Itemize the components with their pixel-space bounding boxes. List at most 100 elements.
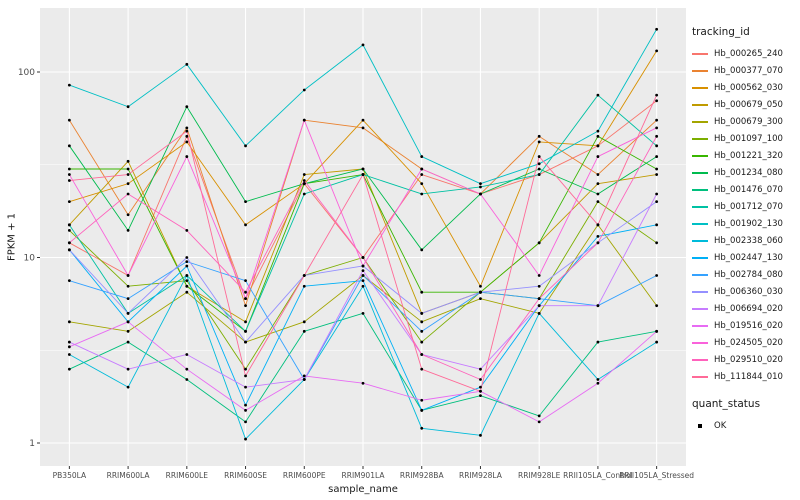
data-point (479, 284, 482, 288)
data-point (596, 129, 600, 133)
data-point (244, 367, 247, 371)
data-point (185, 290, 189, 294)
data-point (537, 167, 541, 171)
data-point (185, 260, 189, 264)
data-point (479, 367, 482, 371)
data-point (537, 162, 541, 166)
data-point (67, 179, 71, 182)
data-point (596, 93, 600, 97)
data-point (126, 213, 130, 217)
legend-entry-label: Hb_002784_080 (714, 269, 783, 280)
legend-entry: Hb_000265_240 (692, 45, 783, 62)
data-point (655, 340, 659, 344)
data-point (67, 83, 71, 87)
data-point (67, 279, 71, 283)
data-point (67, 340, 71, 344)
data-point (126, 297, 130, 301)
legend-entry: Hb_001902_130 (692, 215, 783, 232)
data-point (244, 403, 247, 407)
data-point (479, 378, 482, 381)
legend-entry: Hb_001476_070 (692, 181, 783, 198)
data-point (126, 340, 130, 344)
data-point (655, 192, 659, 196)
data-point (244, 408, 247, 412)
legend-entry: Hb_029510_020 (692, 351, 783, 368)
legend-key-line (692, 324, 708, 327)
data-point (244, 290, 247, 294)
legend-key-line (692, 69, 708, 72)
data-point (67, 320, 71, 324)
data-point (537, 311, 541, 315)
data-point (537, 155, 541, 158)
data-point (537, 274, 541, 277)
legend-entry-label: Hb_000265_240 (714, 48, 783, 59)
data-point (302, 378, 306, 381)
data-point (655, 144, 659, 148)
data-point (126, 311, 130, 315)
data-point (302, 182, 306, 186)
data-point (302, 88, 306, 92)
data-point (479, 433, 482, 437)
data-point (244, 374, 247, 378)
data-point (420, 320, 424, 324)
data-point (596, 381, 600, 385)
legend-key-line (692, 137, 708, 140)
data-point (655, 304, 659, 308)
data-point (420, 353, 424, 356)
legend-entry-label: Hb_002338_060 (714, 235, 783, 246)
data-point (244, 279, 247, 283)
data-point (420, 426, 424, 430)
data-point (420, 329, 424, 333)
data-point (537, 241, 541, 245)
data-point (302, 179, 306, 182)
data-point (126, 105, 130, 109)
data-point (126, 385, 130, 389)
data-point (361, 381, 365, 385)
x-tick-label: RRIM928BA (400, 471, 445, 480)
data-point (361, 167, 365, 171)
data-point (655, 274, 659, 277)
data-point (185, 62, 189, 66)
data-point (126, 228, 130, 232)
data-point (420, 173, 424, 176)
data-point (126, 320, 130, 324)
legend-key-line (692, 290, 708, 293)
data-point (655, 155, 659, 158)
data-point (596, 304, 600, 308)
data-point (596, 340, 600, 344)
data-point (655, 223, 659, 227)
data-point (420, 192, 424, 196)
data-point (126, 329, 130, 333)
x-tick-label: RRII105LA_Control (563, 471, 633, 480)
legend-key-line (692, 256, 708, 259)
data-point (420, 398, 424, 402)
data-point (420, 367, 424, 371)
data-point (537, 173, 541, 176)
legend-key-line (692, 358, 708, 361)
data-point (302, 374, 306, 378)
legend-entry: Hb_002338_060 (692, 232, 783, 249)
data-point (361, 269, 365, 272)
data-point (420, 167, 424, 171)
data-point (596, 200, 600, 204)
data-point (185, 140, 189, 144)
data-point (302, 284, 306, 288)
legend-key-line (692, 375, 708, 378)
data-point (361, 274, 365, 277)
data-point (361, 264, 365, 268)
legend-entry-label: Hb_000679_050 (714, 99, 783, 110)
data-point (185, 105, 189, 109)
data-point (244, 320, 247, 324)
legend-entry: Hb_000377_070 (692, 62, 783, 79)
data-point (244, 304, 247, 308)
legend-entries: Hb_000265_240 Hb_000377_070 Hb_000562_030 H… (692, 45, 783, 385)
x-tick-label: RRIM600LA (107, 471, 151, 480)
data-point (361, 284, 365, 288)
x-tick-label: PB350LA (53, 471, 87, 480)
data-point (655, 126, 659, 130)
legend-entry-label: Hb_019516_020 (714, 320, 783, 331)
data-point (361, 279, 365, 283)
data-point (67, 118, 71, 122)
data-point (596, 241, 600, 245)
